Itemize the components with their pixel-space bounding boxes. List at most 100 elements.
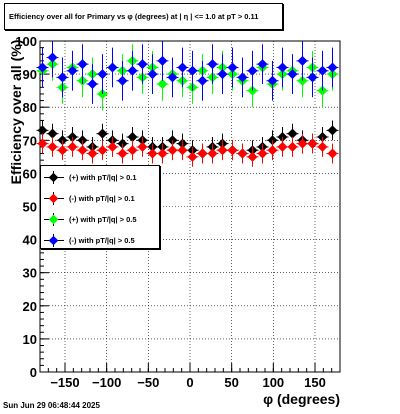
data-point <box>237 148 248 159</box>
data-point <box>37 138 48 149</box>
data-point <box>157 55 168 66</box>
y-tick-label: 10 <box>23 332 37 347</box>
data-point <box>307 72 318 83</box>
legend: (+) with pT/|q| > 0.1 (-) with pT/|q| > … <box>40 165 160 249</box>
x-tick-label: 100 <box>262 375 284 390</box>
y-tick-label: 30 <box>23 266 37 281</box>
chart-title-text: Efficiency over all for Primary vs φ (de… <box>9 12 259 21</box>
data-point <box>237 72 248 83</box>
data-point <box>137 59 148 70</box>
data-point <box>217 145 228 156</box>
data-point <box>127 145 138 156</box>
timestamp: Sun Jun 29 06:48:44 2025 <box>3 401 100 410</box>
data-point <box>167 145 178 156</box>
data-point <box>97 69 108 80</box>
y-tick-label: 80 <box>23 100 37 115</box>
data-point <box>117 148 128 159</box>
legend-entry: (+) with pT/|q| > 0.1 <box>41 167 159 188</box>
legend-entry: (-) with pT/|q| > 0.1 <box>41 188 159 209</box>
data-point <box>37 62 48 73</box>
data-point <box>317 141 328 152</box>
data-point <box>177 145 188 156</box>
legend-marker-icon <box>41 167 67 188</box>
data-point <box>187 151 198 162</box>
data-point <box>57 72 68 83</box>
legend-label: (+) with pT/|q| > 0.5 <box>69 215 137 224</box>
legend-label: (+) with pT/|q| > 0.1 <box>69 173 137 182</box>
data-point <box>327 125 338 136</box>
data-point <box>257 148 268 159</box>
data-point <box>297 55 308 66</box>
data-point <box>47 141 58 152</box>
x-tick-label: 150 <box>304 375 326 390</box>
data-point <box>127 131 138 142</box>
legend-entry: (-) with pT/|q| > 0.5 <box>41 230 159 251</box>
data-point <box>207 59 218 70</box>
legend-marker-icon <box>41 209 67 230</box>
data-point <box>257 59 268 70</box>
data-point <box>67 141 78 152</box>
data-point <box>327 62 338 73</box>
y-tick-label: 40 <box>23 233 37 248</box>
y-tick-label: 90 <box>23 67 37 82</box>
data-point <box>67 65 78 76</box>
data-point <box>97 128 108 139</box>
data-point <box>217 69 228 80</box>
data-point <box>197 148 208 159</box>
data-point <box>87 79 98 90</box>
data-point <box>47 128 58 139</box>
data-point <box>227 62 238 73</box>
data-point <box>297 138 308 149</box>
y-tick-label: 20 <box>23 299 37 314</box>
legend-marker-icon <box>41 230 67 251</box>
data-point <box>277 62 288 73</box>
data-point <box>97 145 108 156</box>
x-tick-label: 50 <box>224 375 238 390</box>
data-point <box>167 72 178 83</box>
data-point <box>327 148 338 159</box>
data-point <box>157 148 168 159</box>
data-point <box>287 69 298 80</box>
data-point <box>207 148 218 159</box>
y-axis-label: Efficiency over all (%) <box>8 39 24 185</box>
data-point <box>157 79 168 90</box>
data-point <box>307 138 318 149</box>
x-tick-label: −150 <box>50 375 79 390</box>
data-point <box>77 145 88 156</box>
data-point <box>147 148 158 159</box>
data-point <box>117 75 128 86</box>
data-point <box>267 75 278 86</box>
x-axis-label: φ (degrees) <box>263 391 340 407</box>
data-point <box>267 145 278 156</box>
x-tick-label: −50 <box>137 375 159 390</box>
data-point <box>247 151 258 162</box>
data-point <box>87 148 98 159</box>
y-tick-label: 60 <box>23 166 37 181</box>
y-tick-label: 50 <box>23 200 37 215</box>
x-tick-label: 0 <box>186 375 193 390</box>
data-point <box>197 75 208 86</box>
data-point <box>187 65 198 76</box>
data-point <box>77 59 88 70</box>
data-point <box>317 65 328 76</box>
data-point <box>147 69 158 80</box>
data-point <box>177 62 188 73</box>
y-tick-label: 100 <box>15 34 37 49</box>
legend-label: (-) with pT/|q| > 0.5 <box>69 236 135 245</box>
data-point <box>287 128 298 139</box>
data-point <box>247 65 258 76</box>
data-point <box>37 125 48 136</box>
data-point <box>107 62 118 73</box>
data-point <box>287 141 298 152</box>
data-point <box>277 141 288 152</box>
y-tick-label: 0 <box>30 365 37 380</box>
legend-entry: (+) with pT/|q| > 0.5 <box>41 209 159 230</box>
legend-marker-icon <box>41 188 67 209</box>
legend-label: (-) with pT/|q| > 0.1 <box>69 194 135 203</box>
data-point <box>47 52 58 63</box>
x-tick-label: −100 <box>92 375 121 390</box>
data-point <box>57 145 68 156</box>
data-point <box>127 65 138 76</box>
y-tick-label: 70 <box>23 133 37 148</box>
